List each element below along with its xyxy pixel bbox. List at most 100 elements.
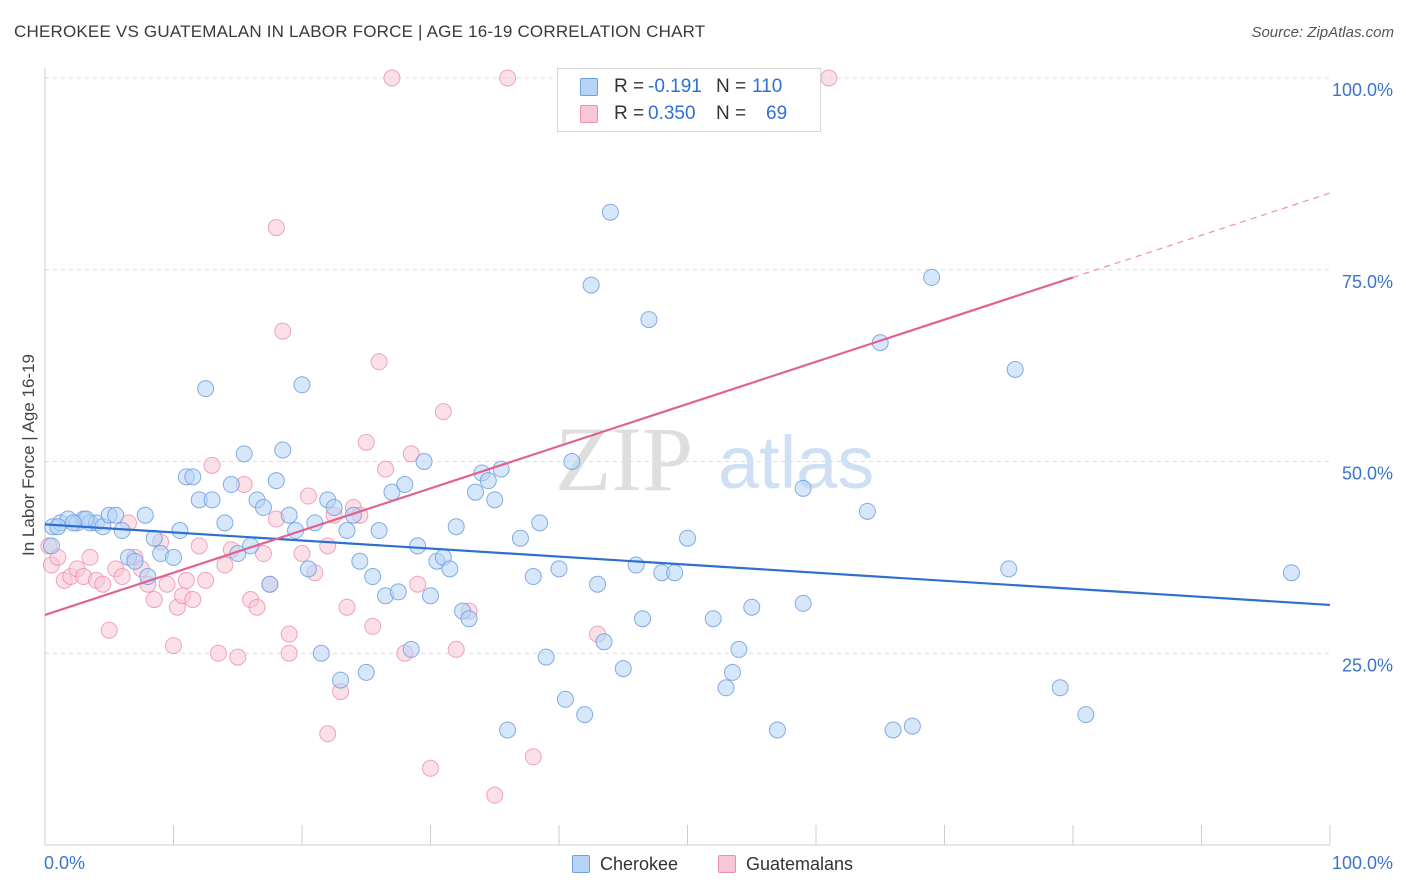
cherokee-point <box>1006 360 1024 378</box>
legend-item-cherokee[interactable]: Cherokee <box>572 852 678 876</box>
guatemalans-point <box>177 571 195 589</box>
cherokee-point <box>634 610 652 628</box>
cherokee-point <box>1077 706 1095 724</box>
cherokee-point <box>235 445 253 463</box>
y-tick-label: 25.0% <box>1342 655 1393 675</box>
cherokee-point <box>582 276 600 294</box>
cherokee-point <box>492 460 510 478</box>
legend-label-guatemalans: Guatemalans <box>746 853 854 874</box>
legend-item-guatemalans[interactable]: Guatemalans <box>718 852 853 876</box>
cherokee-point <box>409 537 427 555</box>
n-value: 69 <box>766 103 788 124</box>
cherokee-point <box>364 568 382 586</box>
guatemalans-point <box>184 591 202 609</box>
cherokee-point <box>794 594 812 612</box>
cherokee-point <box>730 640 748 658</box>
cherokee-legend-swatch <box>572 855 590 873</box>
guatemalans-point <box>254 545 272 563</box>
cherokee-point <box>370 522 388 540</box>
r-value: 0.350 <box>648 103 696 124</box>
cherokee-point <box>293 376 311 394</box>
cherokee-point <box>64 514 82 532</box>
cherokee-point <box>717 679 735 697</box>
n-value: 110 <box>752 76 783 97</box>
guatemalans-legend-swatch <box>718 855 736 873</box>
stats-row-guatemalans: R = 0.350 N = 69 <box>580 101 787 127</box>
cherokee-point <box>422 587 439 605</box>
guatemalans-point <box>357 433 375 451</box>
guatemalans-point <box>377 460 395 478</box>
cherokee-point <box>325 499 343 517</box>
cherokee-point <box>1000 560 1018 578</box>
cherokee-point <box>768 721 786 739</box>
cherokee-point <box>550 560 568 578</box>
guatemalans-point <box>190 537 208 555</box>
guatemalans-trend-extension <box>1072 192 1331 278</box>
guatemalans-point <box>364 617 382 635</box>
cherokee-point <box>441 560 459 578</box>
y-tick-label: 50.0% <box>1342 464 1393 484</box>
cherokee-point <box>184 468 202 486</box>
guatemalans-point <box>402 445 420 463</box>
x-tick-label: 0.0% <box>44 853 85 873</box>
cherokee-point <box>556 690 574 708</box>
y-axis-label: In Labor Force | Age 16-19 <box>19 354 38 556</box>
guatemalans-point <box>81 548 99 566</box>
cherokee-point <box>601 203 619 221</box>
guatemalans-point <box>165 637 182 655</box>
cherokee-point <box>499 721 517 739</box>
cherokee-point <box>280 506 298 524</box>
guatemalans-point <box>94 575 112 593</box>
guatemalans-point <box>409 575 427 593</box>
guatemalans-point <box>422 759 439 777</box>
cherokee-point <box>903 717 921 735</box>
cherokee-point <box>338 522 356 540</box>
guatemalans-point <box>499 69 517 87</box>
cherokee-point <box>743 598 761 616</box>
r-value: -0.191 <box>648 76 702 97</box>
cherokee-point <box>923 268 941 286</box>
guatemalans-point <box>434 403 452 421</box>
cherokee-point <box>679 529 696 547</box>
guatemalans-point <box>197 571 215 589</box>
cherokee-point <box>222 476 240 494</box>
cherokee-point <box>203 491 221 509</box>
cherokee-point <box>704 610 722 628</box>
cherokee-point <box>511 529 529 547</box>
cherokee-point <box>614 660 632 678</box>
cherokee-swatch <box>580 78 598 96</box>
cherokee-point <box>136 506 154 524</box>
cherokee-point <box>723 663 741 681</box>
cherokee-point <box>576 706 594 724</box>
cherokee-point <box>794 479 812 497</box>
cherokee-point <box>267 472 285 490</box>
guatemalans-point <box>216 556 234 574</box>
guatemalans-point <box>370 353 388 371</box>
cherokee-point <box>537 648 555 666</box>
guatemalans-point <box>267 219 285 237</box>
legend-label-cherokee: Cherokee <box>600 853 679 874</box>
n-label: N = <box>716 76 747 97</box>
cherokee-point <box>589 575 607 593</box>
cherokee-point <box>486 491 504 509</box>
stats-row-cherokee: R = -0.191 N = 110 <box>580 74 782 100</box>
chart-title: CHEROKEE VS GUATEMALAN IN LABOR FORCE | … <box>14 22 706 41</box>
x-tick-label: 100.0% <box>1332 853 1393 873</box>
cherokee-point <box>415 453 433 470</box>
cherokee-point <box>666 564 684 582</box>
cherokee-point <box>254 499 272 517</box>
guatemalans-swatch <box>580 105 598 123</box>
cherokee-point <box>389 583 407 601</box>
cherokee-point <box>884 721 902 739</box>
guatemalans-point <box>113 568 131 586</box>
cherokee-point <box>261 575 279 593</box>
y-tick-label: 75.0% <box>1342 272 1393 292</box>
guatemalans-trend-line <box>44 276 1074 616</box>
guatemalans-point <box>100 621 118 639</box>
r-label: R = <box>614 103 645 124</box>
cherokee-point <box>858 502 876 520</box>
grid-lines <box>45 77 1330 654</box>
guatemalans-point <box>293 545 311 563</box>
cherokee-point <box>640 311 658 329</box>
tick-labels: 25.0% 50.0% 75.0% 100.0% 0.0% 100.0% <box>44 80 1393 873</box>
